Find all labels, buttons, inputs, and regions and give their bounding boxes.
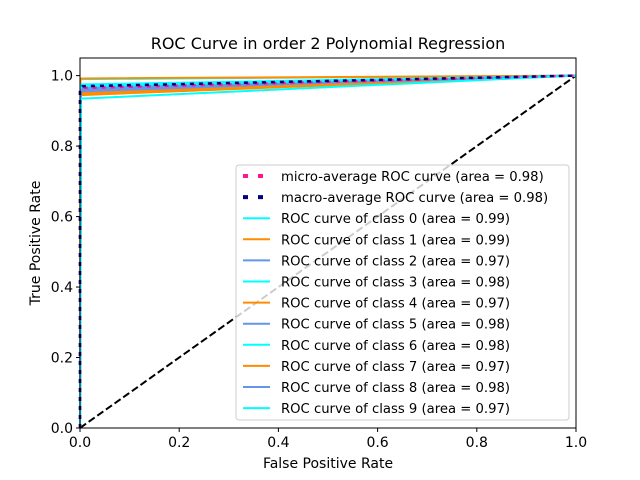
reference-layer: [79, 74, 577, 429]
reference-diagonal-line: [79, 74, 577, 429]
x-axis-label: False Positive Rate: [263, 456, 393, 472]
plot-frame: [79, 57, 577, 429]
series-line-0: [78, 74, 577, 428]
y-axis: 0.0 0.2 0.4 0.6 0.8 1.0: [51, 69, 80, 437]
legend-label-0: micro-average ROC curve (area = 0.98): [281, 170, 544, 185]
legend-label-2: ROC curve of class 0 (area = 0.99): [281, 212, 510, 227]
legend-label-5: ROC curve of class 3 (area = 0.98): [281, 276, 510, 291]
legend-frame: [235, 164, 570, 421]
legend-label-10: ROC curve of class 8 (area = 0.98): [281, 381, 510, 396]
legend-label-7: ROC curve of class 5 (area = 0.98): [281, 318, 510, 333]
x-tick-label: 0.4: [267, 435, 289, 451]
x-tick-label: 0.6: [366, 435, 388, 451]
x-tick-label: 1.0: [565, 435, 587, 451]
y-tick-label: 0.0: [51, 421, 73, 437]
legend-label-4: ROC curve of class 2 (area = 0.97): [281, 254, 510, 269]
x-tick-label: 0.2: [168, 435, 190, 451]
legend-label-3: ROC curve of class 1 (area = 0.99): [281, 233, 510, 248]
x-tick-label: 0.0: [69, 435, 91, 451]
legend-label-1: macro-average ROC curve (area = 0.98): [281, 191, 548, 206]
legend: micro-average ROC curve (area = 0.98) mac…: [235, 164, 570, 421]
x-axis: 0.0 0.2 0.4 0.6 0.8 1.0: [69, 428, 587, 451]
legend-entries: micro-average ROC curve (area = 0.98) mac…: [243, 170, 548, 417]
y-axis-label: True Positive Rate: [28, 181, 44, 307]
y-tick-label: 1.0: [51, 69, 73, 85]
y-tick-label: 0.6: [51, 210, 73, 226]
legend-label-6: ROC curve of class 4 (area = 0.97): [281, 297, 510, 312]
x-tick-label: 0.8: [466, 435, 488, 451]
y-tick-label: 0.8: [51, 139, 73, 155]
chart-title: ROC Curve in order 2 Polynomial Regressi…: [151, 34, 506, 53]
legend-label-8: ROC curve of class 6 (area = 0.98): [281, 339, 510, 354]
legend-label-11: ROC curve of class 9 (area = 0.97): [281, 402, 510, 417]
y-tick-label: 0.4: [51, 280, 73, 296]
y-tick-label: 0.2: [51, 351, 73, 367]
legend-label-9: ROC curve of class 7 (area = 0.97): [281, 360, 510, 375]
